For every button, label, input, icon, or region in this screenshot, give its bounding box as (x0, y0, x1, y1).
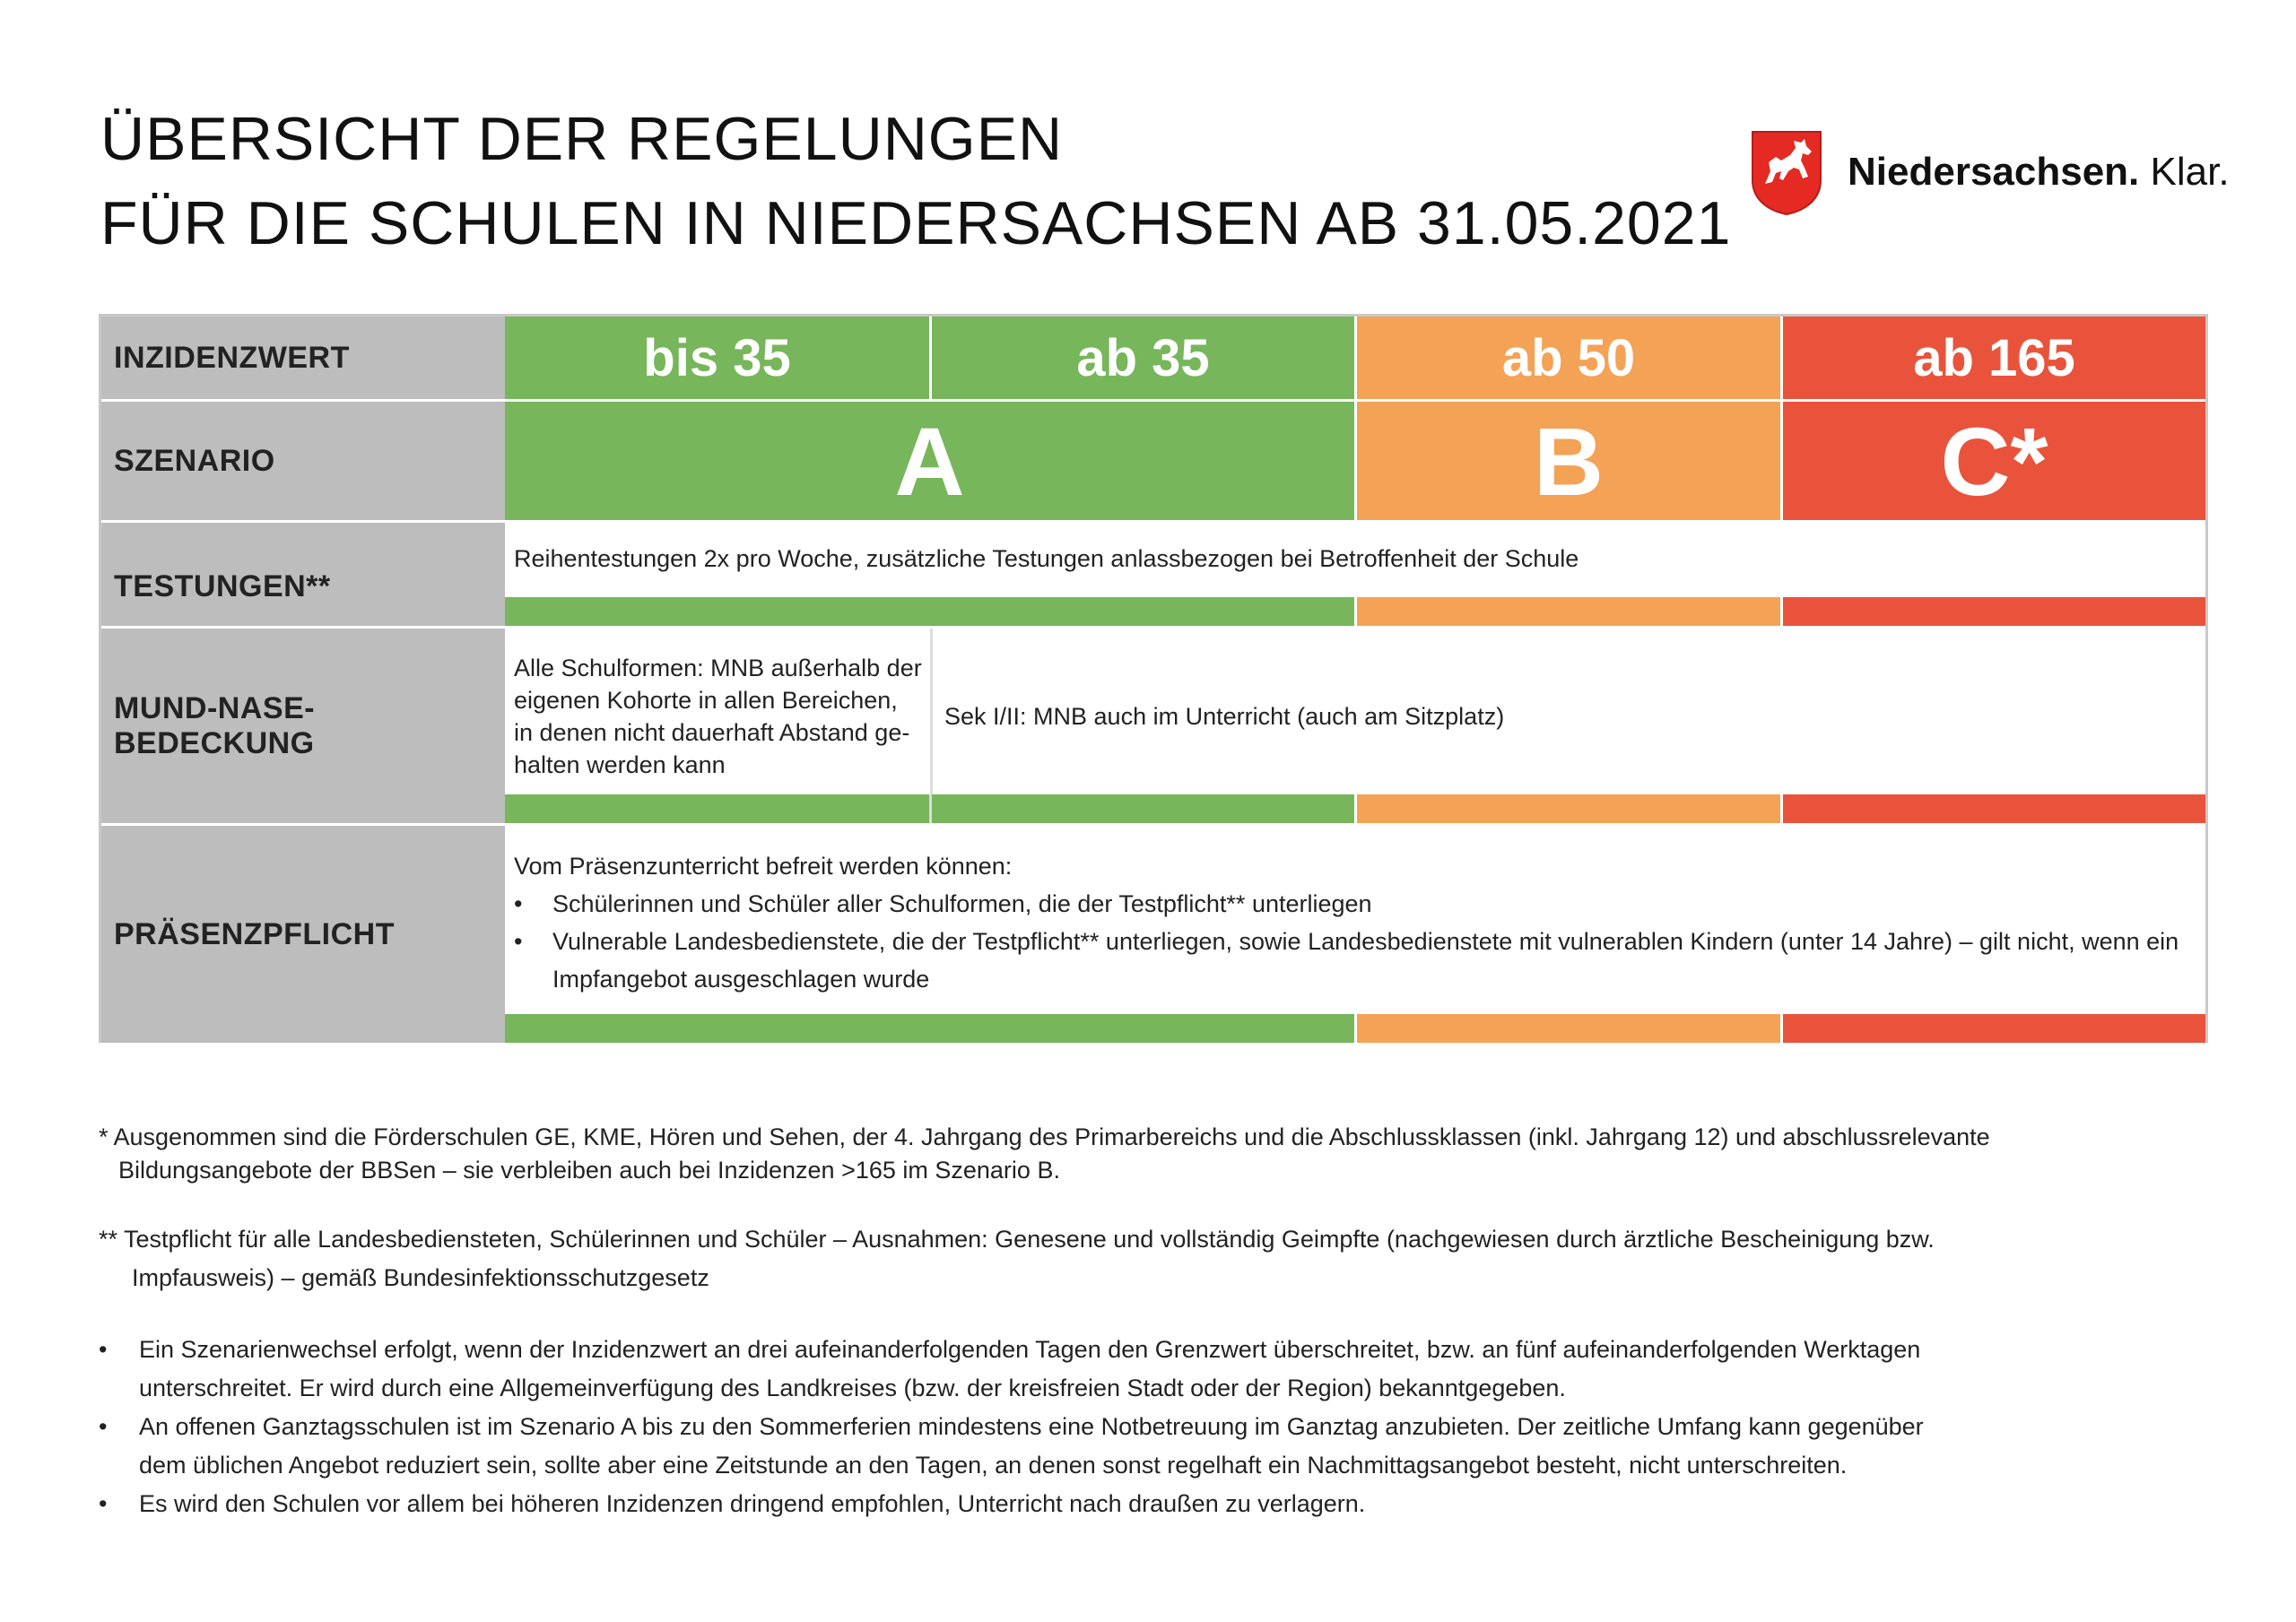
note-szenarienwechsel: Ein Szenarienwechsel erfolgt, wenn der I… (99, 1331, 1924, 1408)
title-line-1: ÜBERSICHT DER REGELUNGEN (100, 105, 1064, 173)
praesenz-bullet-2-line-2: Impfangebot ausgeschlagen wurde (552, 966, 930, 993)
szenario-a: A (505, 402, 1354, 520)
note-ganztagsschulen: An offenen Ganztagsschulen ist im Szenar… (99, 1408, 1924, 1485)
logo-wordmark: Niedersachsen. Klar. (1848, 150, 2230, 195)
mnb-line-3: in denen nicht dauerhaft Abstand ge- (514, 719, 910, 746)
note-2-line-1: An offenen Ganztagsschulen ist im Szenar… (139, 1413, 1924, 1440)
note-2-line-2: dem üblichen Angebot reduziert sein, sol… (139, 1452, 1848, 1479)
praesenz-bullet-2: Vulnerable Landesbedienstete, die der Te… (514, 923, 2205, 998)
praesenz-content: Vom Präsenzunterricht befreit werden kön… (505, 826, 2205, 1014)
inzidenz-ab-35: ab 35 (932, 317, 1354, 399)
note-1-line-2: unterschreitet. Er wird durch eine Allge… (139, 1375, 1566, 1401)
praesenz-bullet-1-text: Schülerinnen und Schüler aller Schulform… (552, 890, 1372, 917)
notes-list: Ein Szenarienwechsel erfolgt, wenn der I… (99, 1331, 1924, 1523)
logo-wordmark-bold: Niedersachsen. (1848, 150, 2140, 194)
mnb-sek-text: Sek I/II: MNB auch im Unterricht (auch a… (944, 703, 1505, 730)
regulation-table: INZIDENZWERT bis 35 ab 35 ab 50 ab 165 S… (99, 314, 2208, 1043)
szenario-c: C* (1783, 402, 2205, 520)
praesenz-intro: Vom Präsenzunterricht befreit werden kön… (514, 853, 1013, 880)
mnb-all-schools: Alle Schulformen: MNB außerhalb der eige… (514, 652, 926, 781)
mnb-line-2: eigenen Kohorte in allen Bereichen, (514, 687, 898, 714)
testungen-text: Reihentestungen 2x pro Woche, zusätzlich… (505, 523, 2205, 597)
footnote-double-asterisk: ** Testpflicht für alle Landesbedienstet… (99, 1220, 1935, 1297)
page-title: ÜBERSICHT DER REGELUNGEN FÜR DIE SCHULEN… (100, 97, 1731, 265)
footnote-double-asterisk-line-2: Impfausweis) – gemäß Bundesinfektionssch… (132, 1264, 709, 1291)
label-inzidenzwert: INZIDENZWERT (101, 317, 505, 399)
inzidenz-ab-165: ab 165 (1783, 317, 2205, 399)
praesenz-bullet-2-line-1: Vulnerable Landesbedienstete, die der Te… (552, 928, 2179, 955)
mnb-line-1: Alle Schulformen: MNB außerhalb der (514, 655, 922, 681)
footnote-asterisk: * Ausgenommen sind die Förderschulen GE,… (99, 1121, 1990, 1187)
szenario-b: B (1357, 402, 1780, 520)
note-draussen: Es wird den Schulen vor allem bei höhere… (99, 1485, 1924, 1523)
inzidenz-ab-50: ab 50 (1357, 317, 1780, 399)
mnb-color-strip (505, 794, 2205, 823)
footnote-asterisk-line-2: Bildungsangebote der BBSen – sie verblei… (118, 1157, 1060, 1184)
row-inzidenzwert: INZIDENZWERT bis 35 ab 35 ab 50 ab 165 (101, 317, 2205, 399)
footnote-asterisk-line-1: * Ausgenommen sind die Förderschulen GE,… (99, 1123, 1990, 1150)
label-szenario: SZENARIO (101, 402, 505, 520)
row-praesenzpflicht: PRÄSENZPFLICHT Vom Präsenzunterricht bef… (101, 826, 2205, 1043)
mnb-divider (930, 629, 933, 823)
label-testungen: TESTUNGEN** (101, 523, 505, 626)
row-szenario: SZENARIO A B C* (101, 402, 2205, 520)
label-praesenzpflicht: PRÄSENZPFLICHT (101, 826, 505, 1043)
praesenz-color-strip (505, 1014, 2205, 1043)
note-3-line-1: Es wird den Schulen vor allem bei höhere… (139, 1490, 1366, 1517)
inzidenz-bis-35: bis 35 (505, 317, 929, 399)
praesenz-bullet-1: Schülerinnen und Schüler aller Schulform… (514, 885, 2205, 923)
logo-wordmark-regular: Klar. (2139, 150, 2230, 194)
niedersachsen-logo: Niedersachsen. Klar. (1749, 127, 2230, 217)
testungen-color-strip (505, 597, 2205, 626)
row-mund-nase-bedeckung: MUND-NASE-BEDECKUNG Alle Schulformen: MN… (101, 629, 2205, 823)
mnb-line-4: halten werden kann (514, 751, 726, 778)
row-testungen: TESTUNGEN** Reihentestungen 2x pro Woche… (101, 523, 2205, 626)
label-mund-nase-bedeckung: MUND-NASE-BEDECKUNG (101, 629, 505, 823)
mnb-content: Alle Schulformen: MNB außerhalb der eige… (505, 629, 2205, 823)
note-1-line-1: Ein Szenarienwechsel erfolgt, wenn der I… (139, 1336, 1921, 1363)
lower-saxony-horse-shield-icon (1752, 131, 1822, 216)
footnote-double-asterisk-line-1: ** Testpflicht für alle Landesbedienstet… (99, 1226, 1935, 1253)
title-line-2: FÜR DIE SCHULEN IN NIEDERSACHSEN AB 31.0… (100, 189, 1732, 257)
